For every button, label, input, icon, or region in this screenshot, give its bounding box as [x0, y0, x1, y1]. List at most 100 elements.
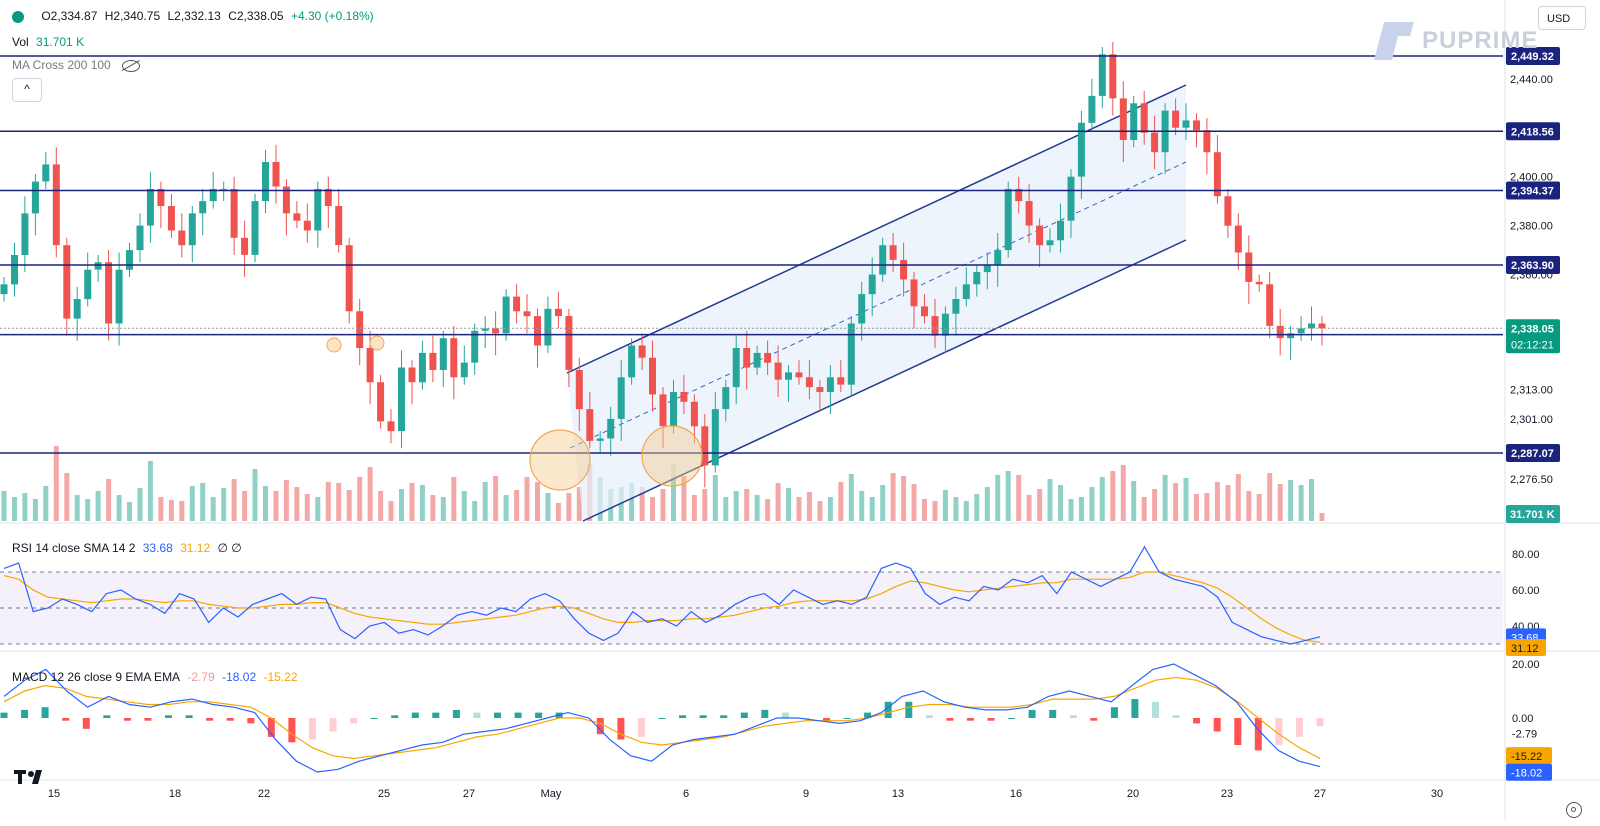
macd-line: [3, 663, 1321, 773]
candle-body: [1308, 323, 1315, 329]
volume-legend: Vol 31.701 K: [12, 35, 88, 49]
volume-bar: [650, 497, 655, 521]
price-level-tag: [1506, 181, 1560, 200]
macd-histogram-bar: [1008, 718, 1016, 719]
ma-cross-label: MA Cross 200 100: [12, 58, 111, 72]
volume-bar: [576, 487, 582, 521]
volume-bar: [890, 473, 896, 521]
candle-body: [73, 299, 81, 319]
rsi-sma-value-legend: 31.12: [180, 541, 211, 555]
hidden-eye-icon[interactable]: [122, 59, 141, 72]
candle-body: [1297, 328, 1305, 334]
candle-body: [795, 372, 803, 378]
vol-value: 31.701 K: [36, 35, 85, 49]
candle-body: [481, 328, 489, 331]
macd-histogram-bar: [226, 718, 234, 721]
highlight-circle: [529, 429, 591, 491]
volume-bar: [1319, 513, 1325, 521]
candle-body: [565, 316, 573, 370]
candle-body: [335, 206, 343, 246]
volume-bar: [535, 482, 540, 521]
macd-histogram-bar: [823, 718, 830, 721]
time-tick-label: May: [541, 788, 562, 800]
volume-bar: [315, 497, 321, 521]
candle-body: [513, 296, 521, 312]
candle-body: [785, 372, 792, 380]
candle-body: [617, 377, 625, 419]
volume-bar: [1110, 471, 1116, 521]
candle-body: [429, 352, 437, 370]
candle-body: [398, 367, 405, 432]
candle-body: [753, 352, 761, 368]
settings-gear-icon[interactable]: [1566, 802, 1582, 818]
volume-bar: [1298, 485, 1304, 521]
candle-body: [523, 311, 531, 317]
candle-body: [1119, 98, 1127, 140]
macd-histogram-bar: [740, 712, 748, 718]
candle-body: [973, 272, 981, 285]
volume-bar: [378, 491, 384, 521]
macd-histogram-bar: [905, 701, 913, 718]
volume-bar: [953, 497, 959, 521]
price-level-tag-label: 2,394.37: [1511, 186, 1554, 198]
macd-hist-tag-label: -2.79: [1512, 729, 1537, 741]
status-dot-icon: [12, 10, 24, 23]
macd-histogram-bar: [288, 718, 296, 743]
candle-body: [659, 394, 667, 427]
macd-histogram-bar: [308, 718, 316, 740]
candle-body: [962, 284, 970, 299]
current-price-tag: [1506, 319, 1560, 354]
collapse-legend-button[interactable]: ^: [12, 78, 42, 102]
candle-body: [105, 262, 113, 324]
macd-histogram-bar: [165, 715, 172, 718]
candle-body: [31, 181, 39, 214]
tradingview-logo: [14, 766, 50, 788]
macd-histogram-bar: [843, 718, 851, 719]
volume-bar: [242, 491, 248, 521]
volume-bar: [901, 476, 907, 521]
macd-histogram-bar: [514, 712, 522, 718]
volume-bar: [1089, 487, 1095, 521]
candle-body: [1057, 220, 1064, 241]
candle-body: [1224, 196, 1232, 226]
volume-bar: [827, 497, 833, 521]
candle-body: [764, 352, 772, 363]
macd-tick-label: 0.00: [1512, 713, 1533, 725]
macd-histogram-bar: [679, 715, 687, 718]
ohlc-legend: O2,334.87 H2,340.75 L2,332.13 C2,338.05 …: [12, 9, 378, 23]
volume-bar: [691, 495, 697, 521]
candle-body: [377, 382, 385, 422]
vol-label: Vol: [12, 35, 29, 49]
ma-cross-legend[interactable]: MA Cross 200 100: [12, 58, 144, 72]
macd-histogram-bar: [761, 709, 769, 718]
volume-bar: [1068, 499, 1074, 521]
macd-histogram-bar: [1254, 718, 1262, 751]
candle-body: [889, 245, 897, 260]
candle-body: [450, 338, 458, 378]
candle-body: [293, 213, 301, 221]
rsi-sma-tag: [1506, 639, 1546, 656]
macd-signal-tag-label: -15.22: [1511, 751, 1542, 763]
candle-body: [732, 348, 740, 388]
ohlc-high: H2,340.75: [104, 9, 161, 23]
volume-bar: [639, 487, 645, 521]
volume-bar: [775, 483, 781, 521]
volume-bar: [283, 480, 289, 521]
candle-body: [983, 264, 991, 273]
macd-title: MACD 12 26 close 9 EMA EMA: [12, 670, 181, 684]
tradingview-logo-mark: [14, 770, 42, 784]
candle-body: [471, 330, 479, 363]
volume-bar: [1277, 484, 1283, 521]
volume-bar: [221, 488, 227, 521]
ohlc-close: C2,338.05: [228, 9, 284, 23]
macd-histogram-bar: [411, 712, 419, 718]
volume-bar: [1005, 471, 1011, 521]
volume-bar: [1309, 479, 1314, 521]
candle-body: [136, 225, 144, 251]
candle-body: [774, 362, 782, 380]
currency-selector[interactable]: USD: [1538, 6, 1586, 30]
volume-bar: [273, 491, 279, 521]
candle-body: [21, 213, 29, 255]
